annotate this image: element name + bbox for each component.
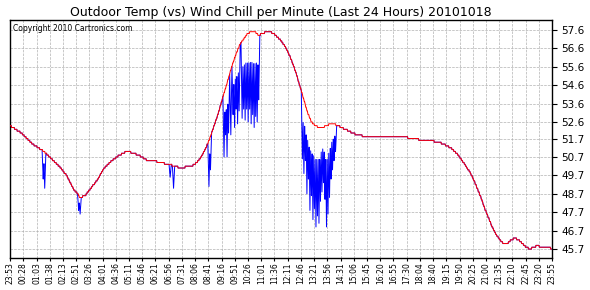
Text: Copyright 2010 Cartronics.com: Copyright 2010 Cartronics.com <box>13 24 132 33</box>
Title: Outdoor Temp (vs) Wind Chill per Minute (Last 24 Hours) 20101018: Outdoor Temp (vs) Wind Chill per Minute … <box>70 6 492 19</box>
